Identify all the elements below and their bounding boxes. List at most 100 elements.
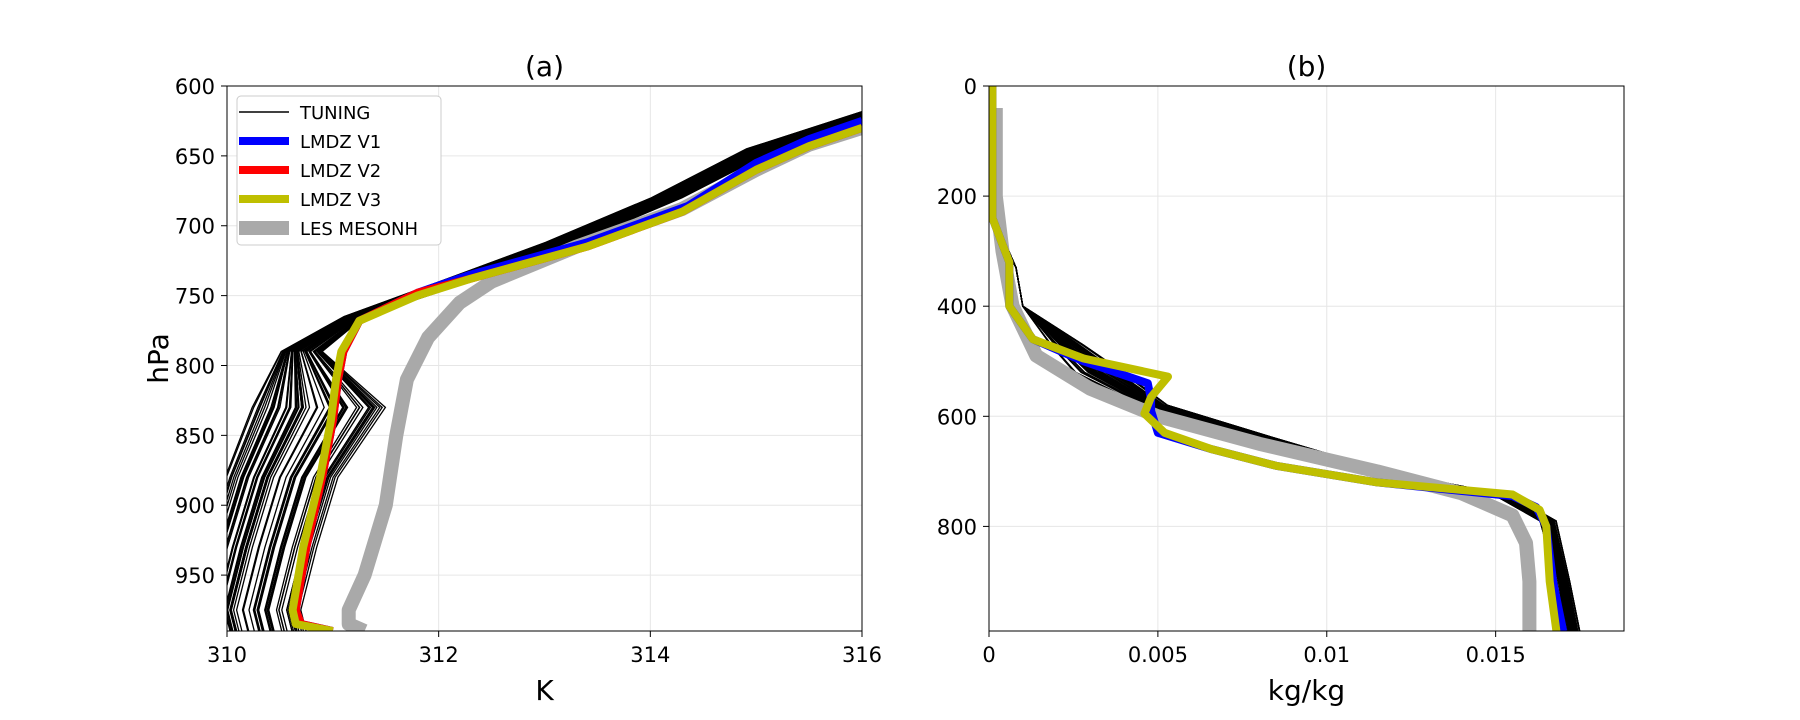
tuning-line	[991, 195, 1569, 631]
tuning-line	[991, 195, 1567, 631]
tuning-line	[991, 195, 1581, 631]
legend-label: TUNING	[299, 103, 370, 124]
y-tick-label: 800	[175, 354, 215, 378]
series-lmdz-v3	[288, 124, 862, 631]
tuning-line	[258, 119, 862, 631]
tuning-line	[227, 112, 862, 526]
series-les-mesonh	[989, 108, 1537, 631]
grid	[988, 85, 1624, 631]
tuning-line	[991, 195, 1567, 631]
legend-label: LES MESONH	[300, 219, 418, 240]
tuning-line	[991, 195, 1578, 631]
tuning-line	[991, 195, 1577, 631]
panel-b: 0 0.005 0.01 0.015 0 200 400 600 800 (b) kg/kg	[937, 50, 1625, 707]
x-tick-label: 0.015	[1466, 643, 1526, 667]
tuning-line	[227, 114, 862, 588]
axes-frame	[988, 85, 1625, 632]
tuning-line	[991, 195, 1579, 631]
tuning-line	[295, 123, 862, 631]
tuning-line	[991, 195, 1568, 631]
tuning-line	[264, 120, 862, 631]
tuning-line	[991, 195, 1577, 631]
tuning-line	[991, 195, 1572, 631]
x-tick-label: 316	[842, 643, 882, 667]
x-tick-label: 314	[630, 643, 670, 667]
y-tick-label: 950	[175, 564, 215, 588]
y-axis-label: hPa	[142, 333, 175, 384]
tuning-line	[991, 195, 1576, 631]
tuning-line	[991, 195, 1573, 631]
tuning-line	[991, 195, 1579, 631]
tuning-line	[991, 195, 1565, 631]
legend-label: LMDZ V3	[300, 190, 381, 211]
tuning-line	[991, 195, 1574, 631]
tuning-line	[991, 195, 1565, 631]
x-tick-label: 0	[982, 643, 995, 667]
tuning-line	[991, 195, 1571, 631]
series-lmdz-v3	[989, 86, 1561, 631]
panel-a: 310 312 314 316 600 650 700 750 800 850 900 950 (a) K…	[142, 50, 882, 707]
tuning-line	[991, 195, 1570, 631]
tuning-line	[278, 121, 862, 631]
tuning-line	[229, 115, 862, 631]
tuning-line	[991, 195, 1565, 631]
tuning-line	[991, 195, 1572, 631]
tuning-line	[991, 195, 1577, 631]
x-axis-label: kg/kg	[1268, 674, 1345, 707]
tuning-line	[991, 195, 1570, 631]
y-tick-label: 850	[175, 424, 215, 448]
tuning-line	[991, 195, 1578, 631]
y-tick-label: 200	[937, 185, 977, 209]
tuning-line	[991, 195, 1580, 631]
panel-title: (a)	[525, 50, 564, 83]
tuning-line	[991, 195, 1574, 631]
tuning-line	[991, 195, 1578, 631]
tuning-line	[991, 195, 1570, 631]
x-axis-label: K	[535, 674, 554, 707]
tuning-line	[991, 195, 1571, 631]
tuning-line	[991, 195, 1570, 631]
tuning-line	[242, 117, 862, 631]
tuning-line	[991, 195, 1581, 631]
y-tick-label: 700	[175, 215, 215, 239]
y-tick-label: 400	[937, 295, 977, 319]
tuning-line	[991, 195, 1565, 631]
y-tick-label: 750	[175, 285, 215, 309]
tuning-ensemble	[227, 110, 862, 631]
y-tick-label: 0	[964, 75, 977, 99]
legend-label: LMDZ V1	[300, 132, 381, 153]
axes-frame	[226, 85, 863, 632]
y-tick-label: 600	[937, 405, 977, 429]
tuning-line	[991, 195, 1572, 631]
tuning-line	[991, 195, 1575, 631]
tuning-line	[991, 195, 1571, 631]
legend: TUNING LMDZ V1 LMDZ V2 LMDZ V3 LES MESONH	[236, 95, 442, 246]
x-tick-label: 0.005	[1128, 643, 1188, 667]
y-tick-label: 600	[175, 75, 215, 99]
legend-label: LMDZ V2	[300, 161, 381, 182]
tuning-line	[227, 113, 862, 546]
tuning-line	[991, 195, 1581, 631]
legend-box	[236, 95, 442, 246]
tuning-line	[991, 195, 1569, 631]
plot-area	[989, 86, 1581, 631]
tuning-line	[991, 195, 1575, 631]
tuning-line	[991, 195, 1568, 631]
tuning-line	[991, 195, 1572, 631]
panel-title: (b)	[1287, 50, 1327, 83]
tuning-line	[991, 195, 1581, 631]
plot-area	[227, 110, 862, 631]
tuning-line	[991, 195, 1573, 631]
tuning-line	[991, 195, 1567, 631]
x-tick-label: 0.01	[1303, 643, 1350, 667]
x-tick-label: 312	[419, 643, 459, 667]
y-tick-label: 650	[175, 145, 215, 169]
tuning-line	[227, 111, 862, 494]
y-tick-label: 800	[937, 515, 977, 539]
tuning-line	[991, 195, 1576, 631]
tuning-line	[991, 195, 1573, 631]
y-tick-label: 900	[175, 494, 215, 518]
tuning-line	[991, 195, 1572, 631]
tuning-ensemble	[991, 195, 1581, 631]
